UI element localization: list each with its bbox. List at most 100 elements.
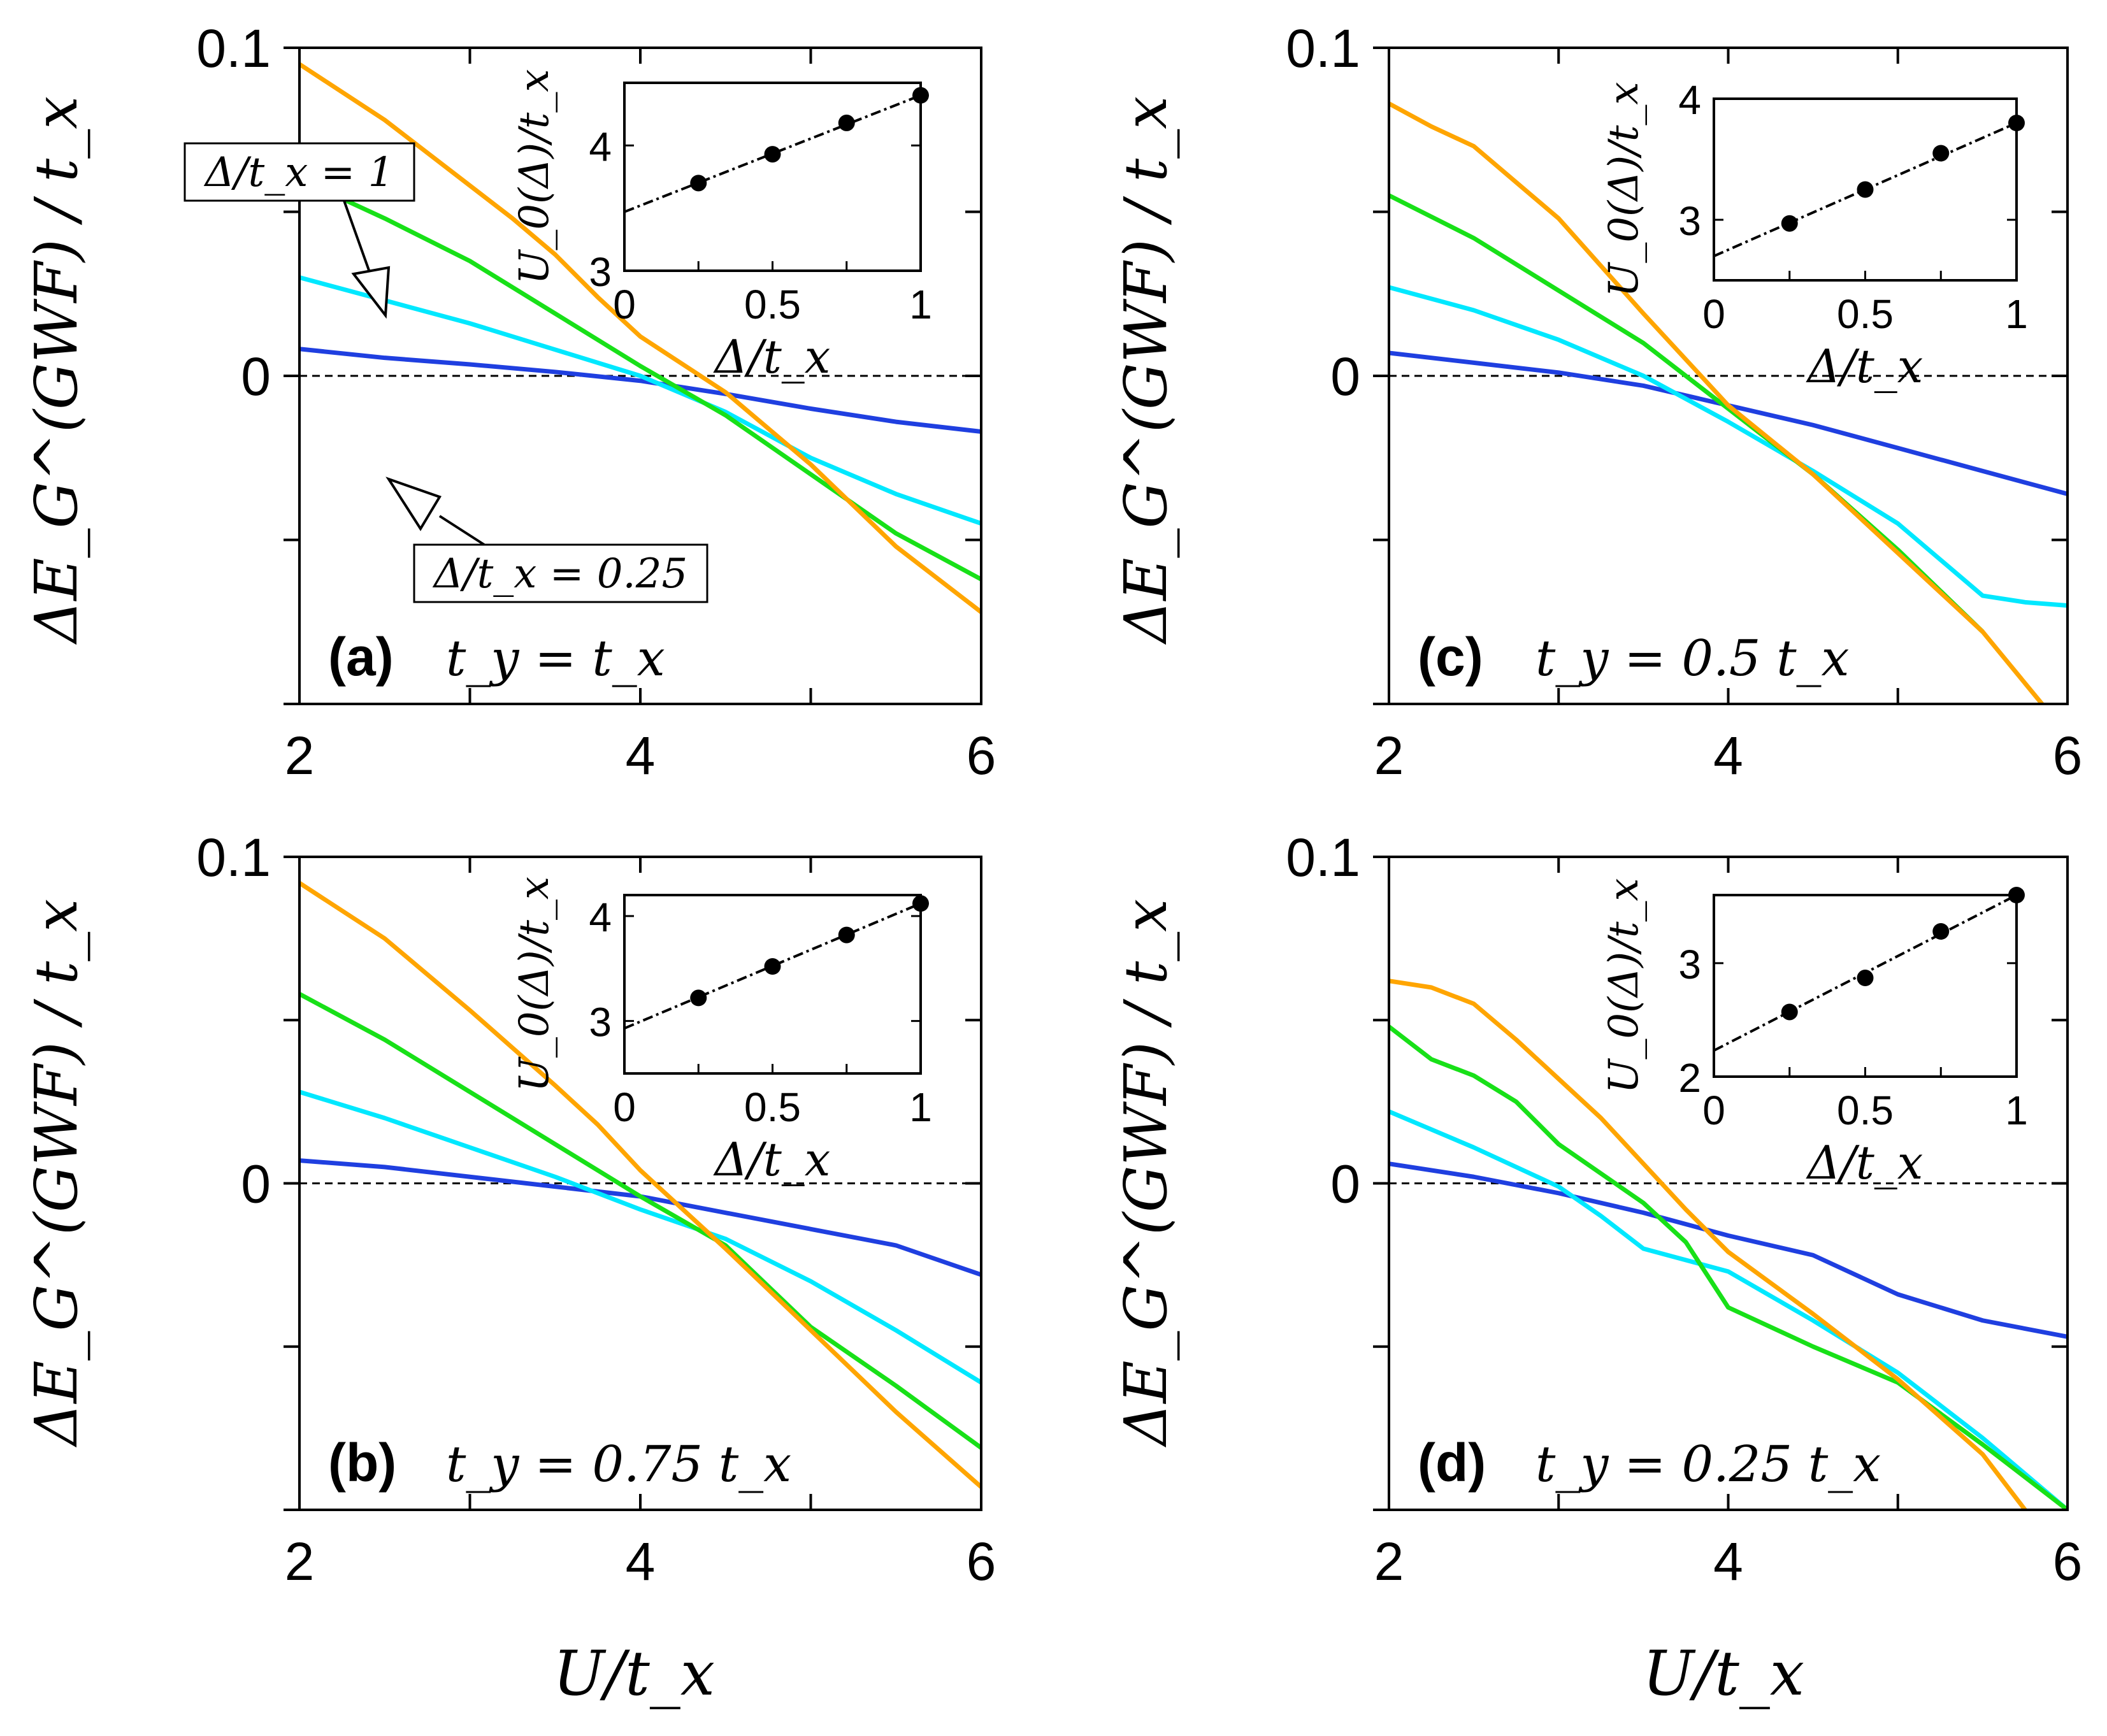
series-line: [1389, 1109, 2067, 1510]
inset-x-tick-label: 0.5: [744, 1084, 801, 1130]
y-tick-label: 0: [241, 347, 271, 406]
x-axis-label-left: U/t_x: [553, 1638, 715, 1709]
inset-y-label: U_0(Δ)/t_x: [1600, 82, 1648, 297]
inset-x-label: Δ/t_x: [1806, 1136, 1924, 1189]
panel-letter: (d): [1418, 1433, 1486, 1493]
inset-data-point: [912, 87, 929, 104]
annotation-text: Δ/t_x = 0.25: [432, 550, 687, 598]
y-tick-label: 0.1: [196, 828, 271, 887]
series-line: [299, 1089, 981, 1385]
inset-data-point: [1781, 1003, 1798, 1021]
y-axis-label-text: ΔE_G^(GWF) / t_x: [22, 96, 90, 645]
y-axis-label-b: ΔE_G^(GWF) / t_x: [22, 899, 90, 1447]
inset-data-point: [2008, 115, 2025, 131]
inset-y-label-group: U_0(Δ)/t_x: [511, 69, 558, 284]
panel-letter: (b): [328, 1433, 396, 1493]
x-tick-label: 2: [285, 726, 315, 786]
inset-y-tick-label: 3: [589, 1000, 612, 1045]
inset-x-tick-label: 0: [613, 1084, 636, 1130]
x-tick-label: 4: [626, 1532, 656, 1591]
inset-data-point: [838, 926, 855, 943]
y-axis-label-a: ΔE_G^(GWF) / t_x: [22, 96, 90, 645]
x-tick-label: 4: [1713, 1532, 1743, 1591]
inset-x-tick-label: 0: [1702, 1087, 1725, 1133]
x-tick-label: 2: [1374, 726, 1404, 786]
series-line: [299, 62, 981, 614]
inset-y-tick-label: 4: [589, 124, 612, 169]
inset-data-point: [764, 958, 781, 975]
panel-condition: t_y = 0.75 t_x: [446, 1436, 791, 1493]
inset-y-tick-label: 3: [1678, 942, 1701, 987]
x-tick-label: 6: [967, 1532, 996, 1591]
series-line: [1389, 285, 2067, 608]
x-tick-label: 4: [626, 726, 656, 786]
series-line: [299, 1158, 981, 1277]
inset-data-point: [838, 114, 855, 131]
x-tick-label: 6: [967, 726, 996, 786]
series-line: [299, 176, 981, 582]
panel-a: 2 4 6 0 0.1 (a) t_y = t_x 0 0.5 1 3 4 Δ/t_x U_0(Δ)/t_…: [196, 18, 996, 786]
annotation-arrow-head: [351, 266, 391, 319]
y-axis-label-d: ΔE_G^(GWF) / t_x: [1112, 899, 1180, 1447]
annotation-arrow-head: [385, 477, 442, 531]
inset-y-tick-label: 2: [1678, 1055, 1701, 1101]
panel-letter: (c): [1418, 627, 1483, 687]
series-line: [299, 347, 981, 434]
x-tick-label: 2: [285, 1532, 315, 1591]
panel-d: 2 4 6 0 0.1 (d) t_y = 0.25 t_x 0 0.5 1 2 3 Δ/t_x U_0(…: [1286, 828, 2082, 1591]
panel-condition: t_y = 0.25 t_x: [1535, 1436, 1881, 1493]
inset-data-point: [690, 989, 707, 1007]
y-tick-label: 0.1: [1286, 18, 1360, 78]
inset-x-tick-label: 0: [613, 282, 636, 327]
inset-data-point: [1932, 145, 1950, 162]
inset-y-tick-label: 4: [589, 894, 612, 940]
series-line: [1389, 1161, 2067, 1339]
annotation-delta-025: Δ/t_x = 0.25: [385, 477, 708, 603]
inset-y-label-group: U_0(Δ)/t_x: [511, 877, 558, 1092]
inset-y-tick-label: 4: [1678, 77, 1701, 123]
x-tick-label: 6: [2053, 1532, 2083, 1591]
inset-data-point: [690, 175, 707, 192]
inset-x-tick-label: 0.5: [744, 282, 801, 327]
y-axis-label-text: ΔE_G^(GWF) / t_x: [1112, 899, 1180, 1447]
inset-data-point: [912, 895, 929, 912]
inset-x-tick-label: 1: [909, 1084, 932, 1130]
inset-data-point: [2008, 887, 2025, 903]
y-axis-label-c: ΔE_G^(GWF) / t_x: [1112, 96, 1180, 645]
inset-y-tick-label: 3: [1678, 198, 1701, 244]
x-tick-label: 6: [2053, 726, 2083, 786]
series-line: [299, 881, 981, 1489]
y-tick-label: 0: [1330, 347, 1360, 406]
panel-condition: t_y = 0.5 t_x: [1535, 630, 1850, 687]
y-tick-label: 0.1: [196, 18, 271, 78]
series-line: [1389, 101, 2044, 704]
series-line: [1389, 979, 2027, 1510]
inset-fit-line: [624, 902, 921, 1030]
y-axis-label-text: ΔE_G^(GWF) / t_x: [1112, 96, 1180, 645]
inset-y-label-group: U_0(Δ)/t_x: [1600, 878, 1648, 1093]
inset-x-label: Δ/t_x: [1806, 340, 1924, 393]
inset-x-tick-label: 1: [909, 282, 932, 327]
inset-x-label: Δ/t_x: [713, 330, 831, 384]
y-tick-label: 0: [241, 1154, 271, 1214]
inset-y-label-group: U_0(Δ)/t_x: [1600, 82, 1648, 297]
x-axis-label-right: U/t_x: [1643, 1638, 1804, 1709]
inset-x-tick-label: 0.5: [1837, 1087, 1894, 1133]
inset-data-point: [1857, 181, 1874, 198]
y-tick-label: 0.1: [1286, 828, 1360, 887]
inset-y-label: U_0(Δ)/t_x: [1600, 878, 1648, 1093]
annotation-box: [183, 142, 415, 202]
y-tick-label: 0: [1330, 1154, 1360, 1214]
y-axis-label-text: ΔE_G^(GWF) / t_x: [22, 899, 90, 1447]
annotation-text: Δ/t_x = 1: [203, 149, 394, 196]
inset-data-point: [1781, 215, 1798, 232]
inset-data-point: [1857, 970, 1874, 987]
x-tick-label: 4: [1713, 726, 1743, 786]
annotation-delta-1: Δ/t_x = 1: [183, 142, 415, 319]
panel-b: 2 4 6 0 0.1 (b) t_y = 0.75 t_x 0 0.5 1 3 4 Δ/t_x U_0(…: [196, 828, 996, 1591]
x-tick-label: 2: [1374, 1532, 1404, 1591]
panel-c: 2 4 6 0 0.1 (c) t_y = 0.5 t_x 0 0.5 1 3 4 Δ/t_x U_0(Δ…: [1286, 18, 2082, 786]
inset-x-tick-label: 0: [1702, 291, 1725, 337]
series-line: [299, 275, 981, 526]
